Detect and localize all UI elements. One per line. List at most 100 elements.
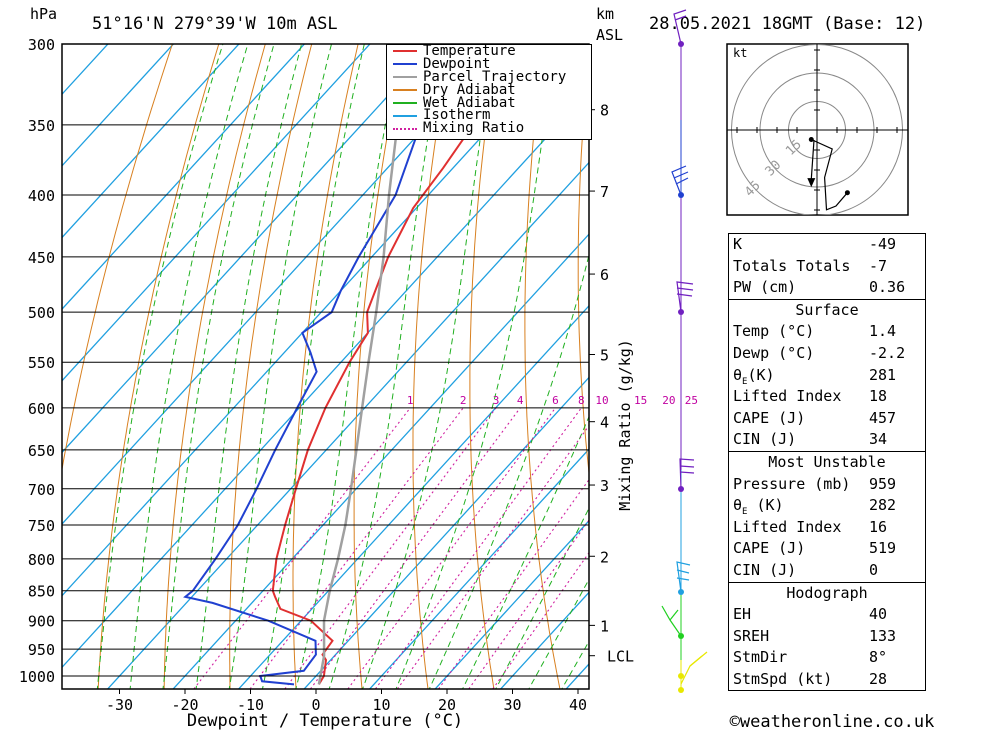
legend-swatch	[393, 63, 417, 66]
wind-barb	[676, 561, 691, 593]
legend: Temperature Dewpoint Parcel Trajectory Dry …	[386, 44, 592, 140]
dry-adiabat-line	[524, 44, 561, 689]
mixing-ratio-axis-title: Mixing Ratio (g/kg)	[616, 339, 634, 511]
indices-table: K -49 Totals Totals -7 PW (cm) 0.36 Surface Tem…	[728, 233, 926, 692]
index-row: θE(K) 281	[729, 365, 925, 387]
wet-adiabat-line	[96, 44, 224, 689]
pressure-tick-label: 1000	[19, 668, 55, 686]
x-tick-label: -20	[171, 696, 198, 714]
wind-level-dot	[678, 687, 684, 693]
legend-label: Parcel Trajectory	[423, 68, 567, 85]
wind-barb	[676, 569, 690, 574]
section-title: Hodograph	[786, 583, 868, 602]
wet-adiabat-line	[195, 44, 303, 689]
wet-adiabats	[96, 44, 589, 689]
dry-adiabat-line	[412, 44, 452, 689]
section-title: Most Unstable	[768, 452, 886, 471]
index-value: 282	[869, 496, 897, 515]
km-tick-label: 4	[600, 414, 609, 432]
wind-barb	[673, 171, 689, 179]
isotherm-line	[62, 44, 437, 454]
km-tick-label: 1	[600, 617, 609, 635]
x-tick-label: -10	[237, 696, 264, 714]
wind-barb	[674, 15, 687, 21]
legend-entry: Dry Adiabat	[387, 81, 591, 98]
index-label: Lifted Index	[733, 387, 842, 406]
pressure-tick-label: 700	[28, 481, 55, 499]
index-label: CAPE (J)	[733, 408, 806, 427]
index-row: EH 40	[729, 604, 925, 626]
legend-swatch	[393, 89, 417, 92]
index-label: θE (K)	[733, 496, 784, 518]
series-dewpoint	[183, 44, 450, 686]
mixing-ratio-line	[284, 407, 497, 689]
index-row: PW (cm) 0.36	[729, 277, 925, 299]
index-row: CAPE (J) 519	[729, 538, 925, 560]
index-row: Totals Totals -7	[729, 256, 925, 278]
mixing-ratio-label: 3	[493, 394, 500, 407]
x-tick-label: 0	[311, 696, 320, 714]
mixing-ratio-line	[374, 407, 582, 689]
wet-adiabat-line	[129, 44, 249, 689]
mixing-ratio-label: 20	[662, 394, 675, 407]
pressure-tick-label: 650	[28, 442, 55, 460]
surface-indices: Surface Temp (°C) 1.4 Dewp (°C) -2.2 θE(K) 281…	[728, 298, 926, 452]
wind-level-dot	[678, 673, 684, 679]
section-title: Surface	[795, 300, 859, 319]
km-tick-label: 7	[600, 183, 609, 201]
index-row: Dewp (°C) -2.2	[729, 343, 925, 365]
km-unit: km	[596, 5, 614, 23]
isotherm-line	[237, 304, 589, 689]
index-value: 28	[869, 669, 888, 688]
index-label: StmSpd (kt)	[733, 669, 833, 688]
index-label: Totals Totals	[733, 256, 851, 275]
isotherm-line	[106, 161, 589, 689]
index-row: CIN (J) 34	[729, 429, 925, 451]
legend-entry: Mixing Ratio	[387, 120, 591, 137]
wind-barb	[679, 465, 695, 468]
index-value: 133	[869, 626, 897, 645]
index-value: -7	[869, 256, 888, 275]
pressure-tick-label: 550	[28, 354, 55, 372]
x-axis: -30 -20 -10 0 10 20 30 40 Dewpoint / Temperature…	[106, 689, 587, 731]
index-row: Lifted Index 18	[729, 386, 925, 408]
x-tick-label: -30	[106, 696, 133, 714]
pressure-tick-label: 900	[28, 613, 55, 631]
wind-barb	[671, 165, 687, 196]
isotherms	[62, 44, 589, 689]
isotherm-line	[172, 233, 589, 689]
index-row: CAPE (J) 457	[729, 408, 925, 430]
index-value: 0	[869, 560, 879, 579]
wet-adiabat-line	[328, 44, 445, 689]
dry-adiabat-line	[630, 8, 696, 702]
index-value: 281	[869, 365, 897, 384]
km-tick-label: 2	[600, 548, 609, 566]
index-value: 1.4	[869, 322, 897, 341]
index-row: CIN (J) 0	[729, 560, 925, 582]
km-tick-label: 3	[600, 477, 609, 495]
mixing-ratio-label: 25	[685, 394, 698, 407]
index-label: Lifted Index	[733, 517, 842, 536]
index-value: 457	[869, 408, 897, 427]
wet-adiabat-line	[428, 252, 589, 689]
legend-swatch	[393, 76, 417, 79]
mixing-ratio-line	[309, 407, 521, 689]
index-row: Pressure (mb) 959	[729, 474, 925, 496]
legend-label: Dry Adiabat	[423, 81, 516, 98]
legend-swatch	[393, 50, 417, 53]
index-label: Temp (°C)	[733, 322, 815, 341]
isotherm-line	[62, 44, 109, 96]
hodograph-unit: kt	[733, 46, 747, 60]
hodograph-indices: Hodograph EH 40 SREH 133 StmDir 8° StmSpd (kt) 2…	[728, 581, 926, 692]
index-row: StmSpd (kt) 28	[729, 669, 925, 691]
isotherm-line	[62, 44, 306, 311]
mixing-ratio-label: 4	[517, 394, 524, 407]
index-row: Lifted Index 16	[729, 517, 925, 539]
pressure-tick-label: 400	[28, 187, 55, 205]
x-tick-label: 20	[438, 696, 456, 714]
legend-label: Mixing Ratio	[423, 120, 525, 137]
dry-adiabat-line	[577, 50, 589, 478]
index-label: StmDir	[733, 648, 788, 667]
index-value: -2.2	[869, 343, 906, 362]
wind-barb	[673, 9, 687, 45]
